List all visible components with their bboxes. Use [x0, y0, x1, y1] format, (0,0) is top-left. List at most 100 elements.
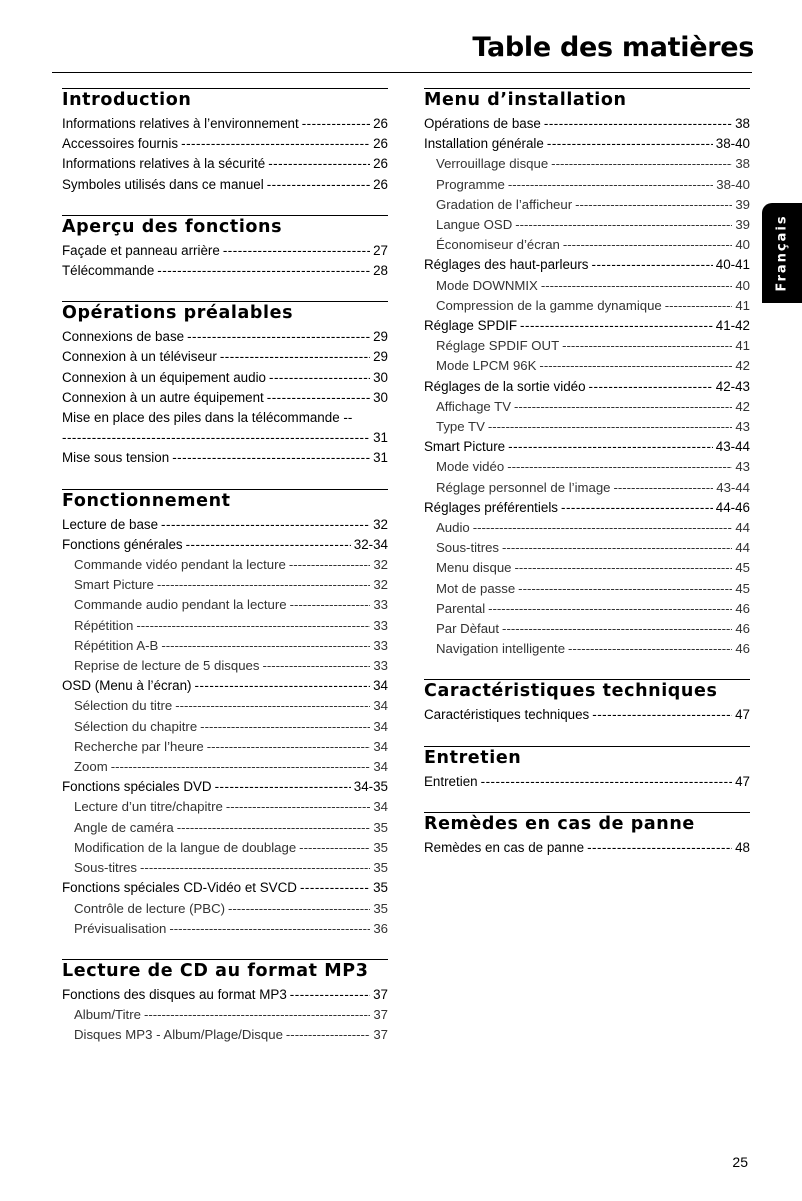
toc-subentry[interactable]: Répétition A-B 33: [62, 636, 388, 656]
toc-subentry[interactable]: Mode vidéo 43: [424, 457, 750, 477]
toc-subentry[interactable]: Réglage personnel de l’image 43-44: [424, 478, 750, 498]
toc-subentry[interactable]: Sélection du chapitre 34: [62, 717, 388, 737]
toc-entry-title: Disques MP3 - Album/Plage/Disque: [74, 1027, 283, 1043]
toc-entry[interactable]: Connexion à un téléviseur 29: [62, 347, 388, 367]
toc-entry[interactable]: Opérations de base 38: [424, 114, 750, 134]
toc-entry[interactable]: Réglages préférentiels 44-46: [424, 498, 750, 518]
toc-subentry[interactable]: Modification de la langue de doublage 35: [62, 838, 388, 858]
toc-entry[interactable]: Fonctions spéciales CD-Vidéo et SVCD 35: [62, 878, 388, 898]
toc-entry[interactable]: Façade et panneau arrière 27: [62, 241, 388, 261]
toc-subentry[interactable]: Zoom 34: [62, 757, 388, 777]
toc-subentry[interactable]: Gradation de l’afficheur 39: [424, 195, 750, 215]
toc-subentry[interactable]: Disques MP3 - Album/Plage/Disque 37: [62, 1025, 388, 1045]
toc-page-number: 30: [373, 369, 388, 385]
toc-subentry[interactable]: Par Dèfaut 46: [424, 619, 750, 639]
toc-page-number: 44: [735, 540, 750, 556]
toc-subentry[interactable]: Sélection du titre 34: [62, 696, 388, 716]
toc-subentry[interactable]: Répétition 33: [62, 616, 388, 636]
toc-entry[interactable]: 31: [62, 428, 388, 448]
dot-leader: [161, 515, 370, 535]
toc-entry-title[interactable]: Mise en place des piles dans la télécomm…: [62, 410, 353, 426]
dot-leader: [575, 195, 732, 215]
section-heading: Introduction: [62, 88, 388, 110]
dot-leader: [551, 154, 732, 174]
toc-subentry[interactable]: Prévisualisation 36: [62, 919, 388, 939]
toc-entry[interactable]: Réglages des haut-parleurs 40-41: [424, 255, 750, 275]
toc-entry-title: Informations relatives à l’environnement: [62, 116, 299, 131]
toc-page-number: 36: [373, 920, 388, 936]
toc-entry-title: Sélection du titre: [74, 698, 173, 714]
toc-subentry[interactable]: Lecture d’un titre/chapitre 34: [62, 797, 388, 817]
dot-leader: [177, 818, 371, 838]
dot-leader: [290, 985, 370, 1005]
toc-page-number: 43: [735, 459, 750, 475]
toc-subentry[interactable]: Recherche par l’heure 34: [62, 737, 388, 757]
toc-subentry[interactable]: Sous-titres 35: [62, 858, 388, 878]
toc-page-number: 32: [373, 557, 388, 573]
toc-entry[interactable]: Télécommande 28: [62, 261, 388, 281]
toc-entry[interactable]: Remèdes en cas de panne 48: [424, 838, 750, 858]
toc-subentry[interactable]: Menu disque 45: [424, 558, 750, 578]
toc-entry[interactable]: Réglage SPDIF 41-42: [424, 316, 750, 336]
toc-entry[interactable]: Fonctions générales 32-34: [62, 535, 388, 555]
toc-subentry[interactable]: Angle de caméra 35: [62, 818, 388, 838]
toc-entry-title: Informations relatives à la sécurité: [62, 156, 266, 172]
toc-subentry[interactable]: Contrôle de lecture (PBC) 35: [62, 899, 388, 919]
toc-subentry[interactable]: Affichage TV 42: [424, 397, 750, 417]
toc-subentry[interactable]: Mode LPCM 96K 42: [424, 356, 750, 376]
toc-entry[interactable]: Lecture de base 32: [62, 515, 388, 535]
toc-entry-title: Compression de la gamme dynamique: [436, 297, 662, 313]
toc-entry[interactable]: Caractéristiques techniques 47: [424, 705, 750, 725]
toc-subentry[interactable]: Économiseur d’écran 40: [424, 235, 750, 255]
toc-page-number: 33: [373, 597, 388, 613]
toc-entry-title: Lecture de base: [62, 516, 159, 532]
toc-entry[interactable]: Symboles utilisés dans ce manuel 26: [62, 175, 388, 195]
toc-subentry[interactable]: Commande vidéo pendant la lecture 32: [62, 555, 388, 575]
dot-leader: [473, 518, 733, 538]
dot-leader: [515, 558, 733, 578]
dot-leader: [561, 498, 713, 518]
dot-leader: [300, 878, 370, 898]
toc-entry[interactable]: Informations relatives à l’environnement…: [62, 114, 388, 134]
toc-subentry[interactable]: Type TV 43: [424, 417, 750, 437]
toc-page-number: 38: [735, 116, 750, 131]
toc-subentry[interactable]: Mode DOWNMIX 40: [424, 276, 750, 296]
toc-subentry[interactable]: Compression de la gamme dynamique 41: [424, 296, 750, 316]
toc-entry-title: Entretien: [424, 773, 478, 789]
toc-subentry[interactable]: Réglage SPDIF OUT 41: [424, 336, 750, 356]
toc-entry[interactable]: Informations relatives à la sécurité 26: [62, 154, 388, 174]
toc-subentry[interactable]: Verrouillage disque 38: [424, 154, 750, 174]
dot-leader: [502, 538, 732, 558]
toc-entry[interactable]: Connexion à un équipement audio 30: [62, 368, 388, 388]
toc-entry[interactable]: Fonctions des disques au format MP3 37: [62, 985, 388, 1005]
toc-subentry[interactable]: Langue OSD 39: [424, 215, 750, 235]
toc-subentry[interactable]: Smart Picture 32: [62, 575, 388, 595]
toc-entry-title: Connexions de base: [62, 329, 185, 345]
dot-leader: [144, 1005, 370, 1025]
toc-entry[interactable]: Fonctions spéciales DVD 34-35: [62, 777, 388, 797]
toc-entry[interactable]: Installation générale 38-40: [424, 134, 750, 154]
toc-subentry[interactable]: Mot de passe 45: [424, 579, 750, 599]
dot-leader: [195, 676, 371, 696]
toc-entry[interactable]: Connexions de base 29: [62, 327, 388, 347]
toc-subentry[interactable]: Album/Titre 37: [62, 1005, 388, 1025]
toc-entry-title: Reprise de lecture de 5 disques: [74, 658, 260, 674]
toc-entry[interactable]: Mise sous tension 31: [62, 448, 388, 468]
toc-page-number: 38-40: [716, 176, 750, 192]
toc-subentry[interactable]: Audio 44: [424, 518, 750, 538]
toc-subentry[interactable]: Reprise de lecture de 5 disques 33: [62, 656, 388, 676]
toc-entry[interactable]: OSD (Menu à l’écran) 34: [62, 676, 388, 696]
toc-entry[interactable]: Réglages de la sortie vidéo 42-43: [424, 377, 750, 397]
toc-entry[interactable]: Smart Picture 43-44: [424, 437, 750, 457]
toc-entry[interactable]: Entretien 47: [424, 772, 750, 792]
toc-page-number: 46: [735, 641, 750, 657]
toc-entry[interactable]: Accessoires fournis 26: [62, 134, 388, 154]
toc-entry[interactable]: Connexion à un autre équipement 30: [62, 388, 388, 408]
toc-entry-title: Modification de la langue de doublage: [74, 839, 297, 855]
toc-subentry[interactable]: Parental 46: [424, 599, 750, 619]
section-heading: Fonctionnement: [62, 488, 388, 511]
toc-subentry[interactable]: Programme 38-40: [424, 175, 750, 195]
toc-subentry[interactable]: Sous-titres 44: [424, 538, 750, 558]
toc-subentry[interactable]: Navigation intelligente 46: [424, 639, 750, 659]
toc-subentry[interactable]: Commande audio pendant la lecture 33: [62, 595, 388, 615]
